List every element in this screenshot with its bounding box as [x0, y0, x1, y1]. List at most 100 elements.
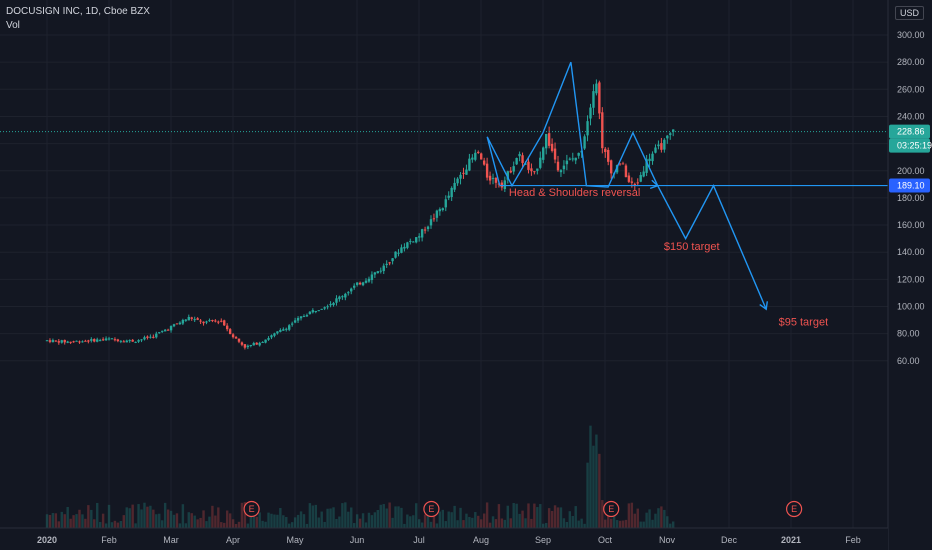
volume-indicator-label[interactable]: Vol — [6, 20, 20, 31]
volume-bar — [394, 506, 397, 528]
volume-bar — [547, 508, 551, 528]
candle-body — [302, 316, 306, 318]
candle-body — [509, 170, 512, 173]
volume-bar — [208, 516, 211, 528]
candle-body — [267, 338, 270, 340]
candle-body — [323, 307, 326, 309]
volume-bar — [199, 517, 202, 528]
volume-bar — [465, 513, 468, 528]
volume-bar — [485, 502, 489, 528]
annotation-text: $150 target — [664, 241, 720, 253]
candle-body — [435, 210, 439, 218]
candle-body — [571, 158, 574, 160]
volume-bar — [361, 513, 365, 528]
time-axis[interactable]: 2020 Feb Mar Apr May Jun Jul Aug Sep Oct Nov Dec 202… — [0, 527, 888, 550]
candle-body — [122, 341, 125, 343]
earnings-badge — [243, 500, 260, 518]
price-axis[interactable]: 60.00 80.00 100.00 120.00 140.00 160.00 180.00… — [887, 0, 932, 550]
volume-bar — [580, 518, 583, 528]
volume-bar — [598, 453, 601, 528]
volume-bar — [122, 515, 125, 528]
candle-body — [155, 333, 158, 338]
candle-body — [409, 240, 412, 242]
volume-bar — [672, 521, 675, 528]
volume-bar — [84, 518, 87, 528]
volume-bar — [521, 510, 524, 528]
volume-bar — [586, 462, 589, 528]
candle-body — [391, 258, 394, 262]
candle-body — [81, 341, 84, 343]
volume-bar — [81, 514, 84, 528]
volume-bar — [660, 506, 663, 528]
candle-body — [657, 144, 660, 147]
candle-body — [296, 318, 300, 321]
candle-body — [314, 310, 317, 312]
candle-body — [441, 208, 445, 210]
volume-bar — [267, 512, 270, 528]
volume-bar — [633, 513, 637, 528]
candle-body — [57, 341, 61, 343]
candle-body — [211, 320, 214, 322]
volume-bar — [314, 504, 317, 528]
candle-body — [190, 317, 193, 319]
volume-bar — [423, 514, 427, 528]
currency-button[interactable]: USD — [894, 6, 924, 20]
volume-bar — [96, 502, 99, 528]
volume-bar — [480, 519, 483, 528]
candle-body — [243, 344, 247, 348]
volume-bar — [311, 505, 315, 528]
volume-bar — [63, 514, 66, 528]
volume-bar — [539, 504, 542, 528]
volume-bar — [397, 506, 400, 528]
volume-bar — [264, 521, 267, 528]
candle-body — [160, 330, 164, 332]
candle-body — [335, 298, 338, 303]
candle-body — [134, 341, 137, 343]
volume-bar — [158, 513, 161, 528]
candle-body — [196, 318, 199, 320]
volume-bar — [329, 508, 332, 528]
x-tick-label: Mar — [163, 535, 179, 545]
candle-body — [385, 263, 388, 265]
volume-bar — [435, 523, 439, 528]
volume-bar — [237, 521, 241, 528]
x-tick-label: Jun — [350, 535, 365, 545]
price-label-text: 189.10 — [897, 181, 925, 191]
volume-bar — [261, 520, 264, 528]
candle-body — [54, 340, 58, 342]
candle-body — [326, 306, 329, 308]
volume-bar — [231, 519, 235, 528]
volume-bar — [152, 509, 155, 528]
candle-body — [110, 338, 114, 340]
candle-body — [394, 251, 397, 258]
earnings-badge — [423, 500, 440, 518]
volume-bar — [178, 523, 182, 528]
volume-bar — [648, 509, 651, 528]
volume-bar — [409, 516, 412, 528]
volume-bar — [376, 509, 380, 528]
volume-bar — [202, 510, 205, 528]
volume-bar — [553, 505, 557, 528]
volume-bar — [417, 519, 421, 528]
candle-body — [491, 177, 495, 179]
volume-bar — [459, 507, 462, 528]
candle-body — [515, 158, 518, 165]
volume-bar — [453, 505, 456, 528]
y-tick-label: 60.00 — [897, 356, 920, 366]
candle-body — [577, 152, 580, 156]
candle-body — [234, 337, 238, 339]
candle-body — [169, 326, 173, 331]
volume-bar — [116, 522, 120, 528]
volume-bar — [217, 507, 220, 528]
candle-body — [447, 195, 450, 198]
x-tick-label: Feb — [845, 535, 861, 545]
candle-body — [217, 321, 220, 323]
volume-bar — [113, 520, 117, 528]
earnings-badge-label: E — [791, 504, 797, 514]
candle-body — [666, 135, 669, 139]
x-tick-label: Sep — [535, 535, 551, 545]
price-label-bg — [889, 124, 930, 139]
symbol-title[interactable]: DOCUSIGN INC, 1D, Cboe BZX — [6, 6, 150, 17]
